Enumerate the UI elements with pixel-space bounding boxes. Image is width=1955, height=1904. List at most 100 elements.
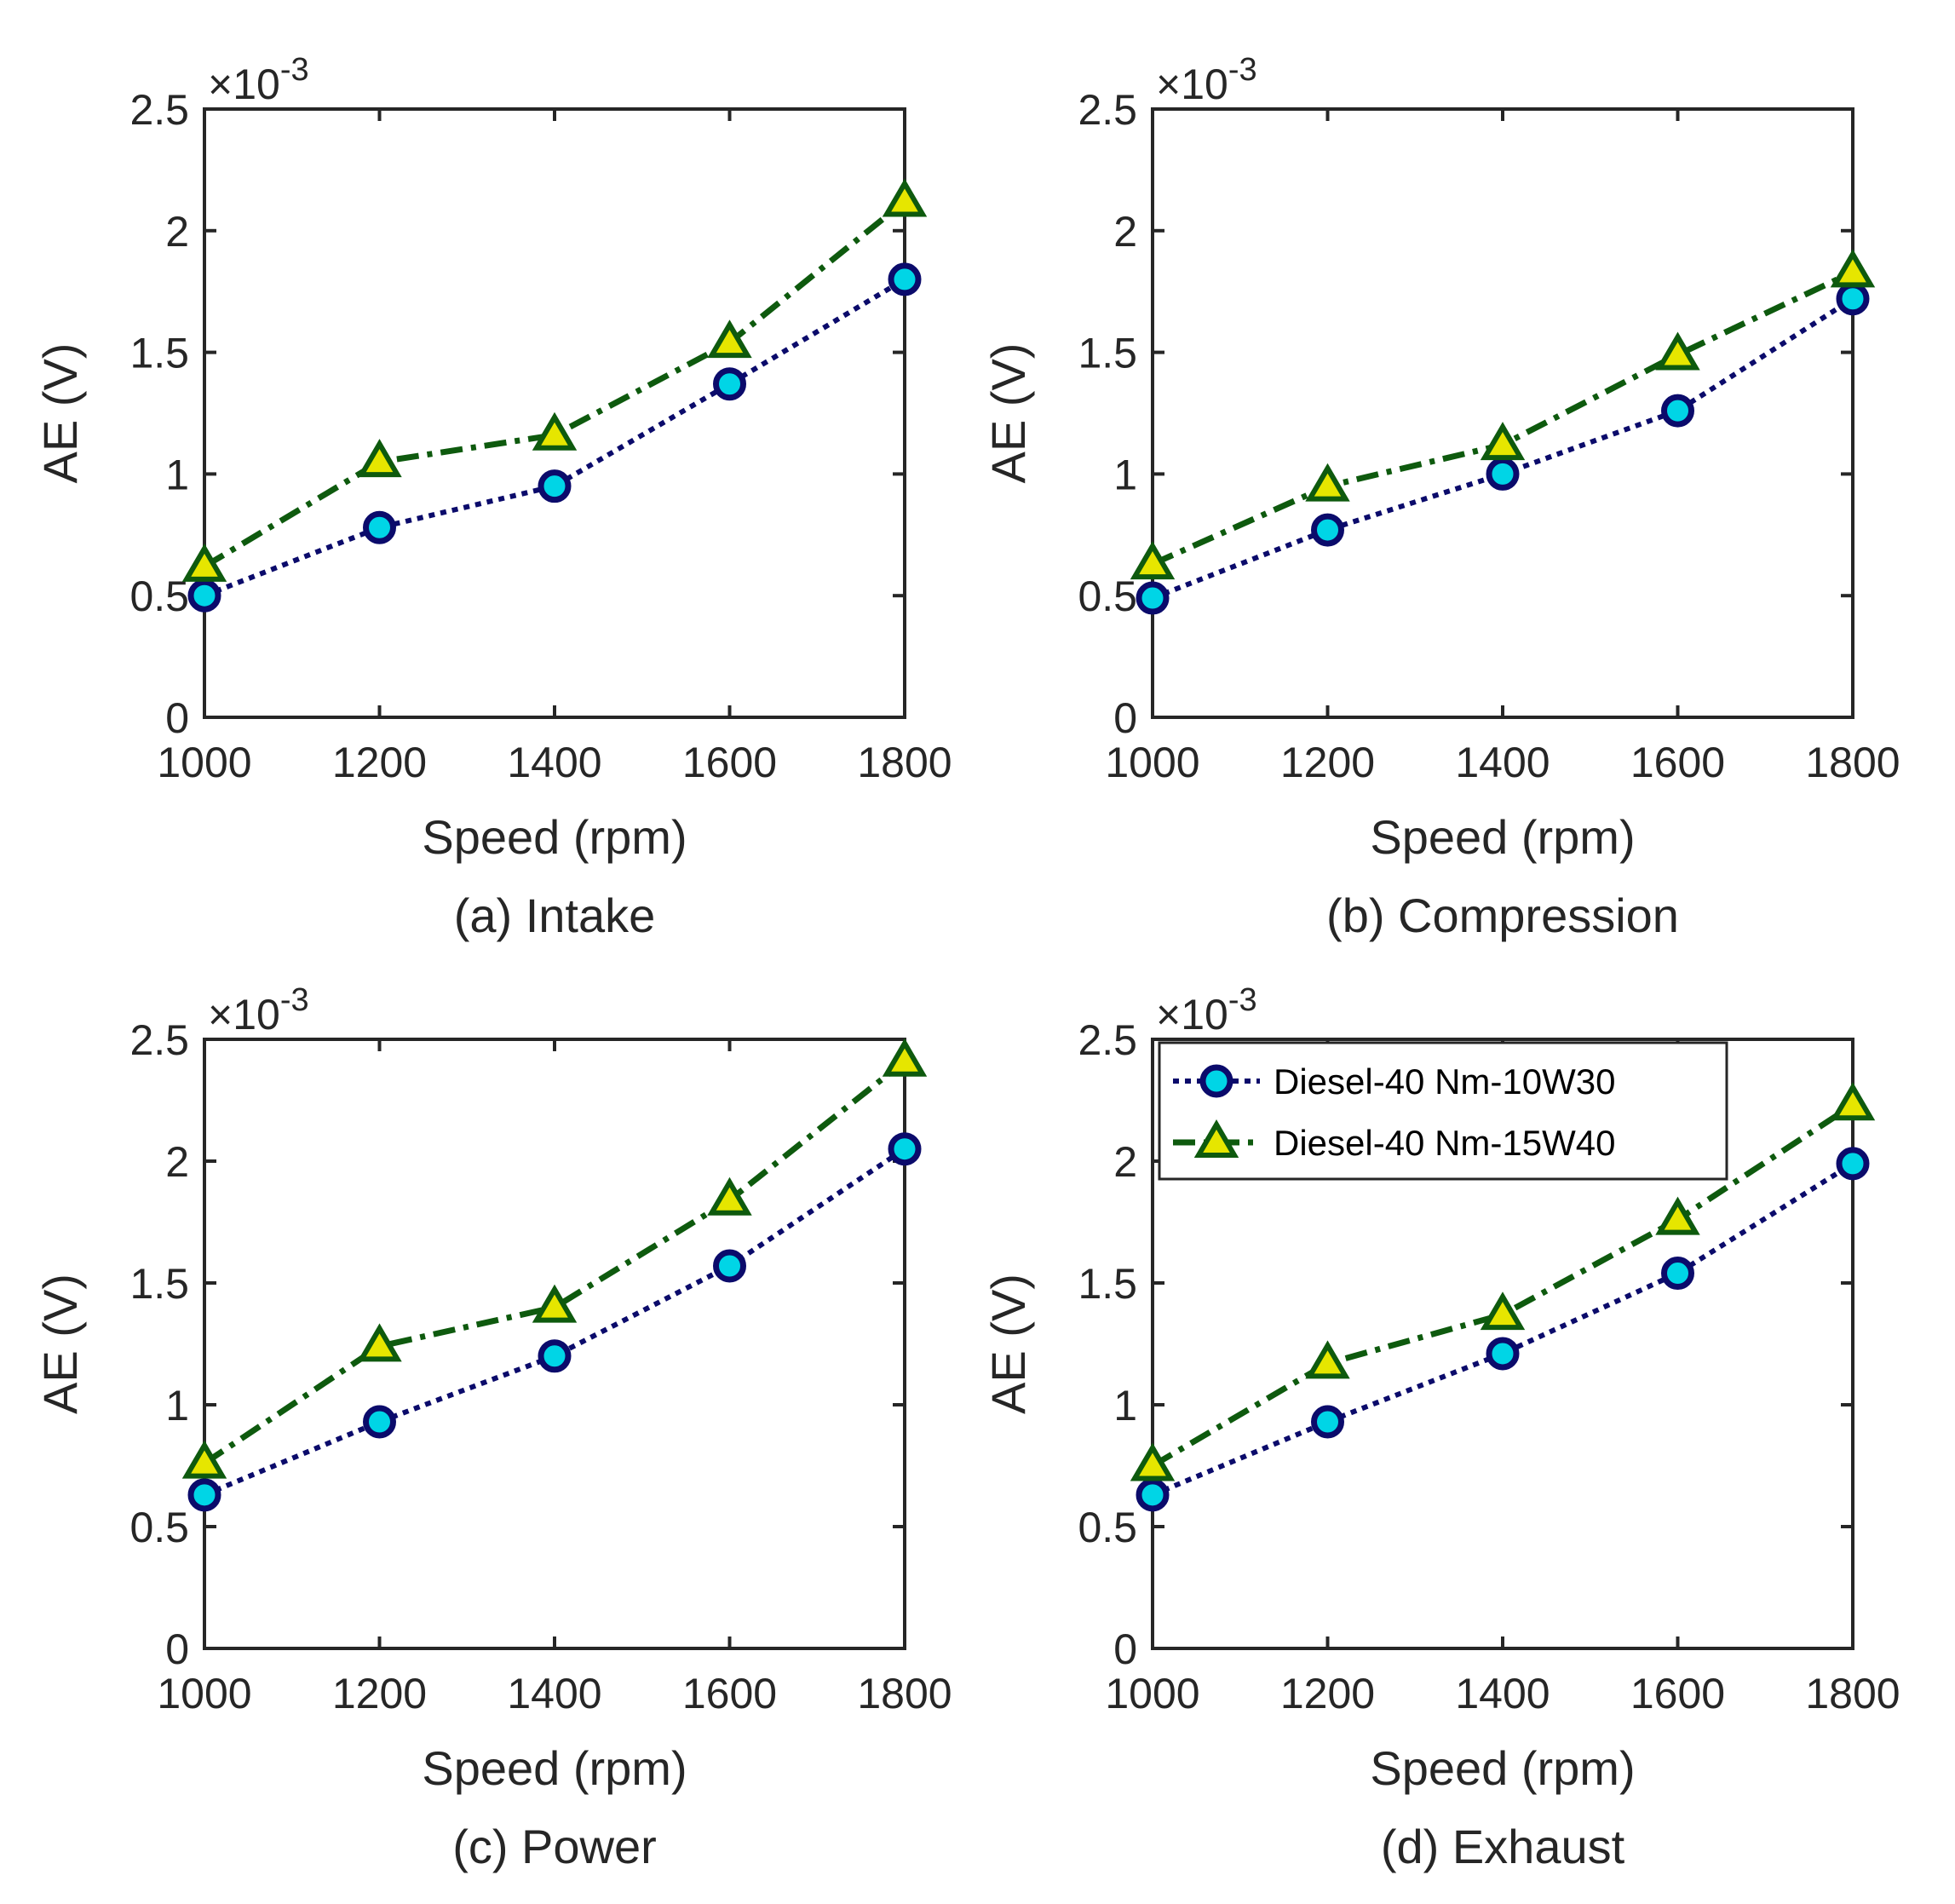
legend: Diesel-40 Nm-10W30 Diesel-40 Nm-15W40 (1158, 1041, 1728, 1181)
series-2-point (181, 543, 227, 582)
series-2-point (357, 1323, 402, 1362)
x-tick-label: 1200 (1280, 739, 1375, 786)
y-tick-label: 0 (1113, 1625, 1137, 1673)
series-2-point (532, 1284, 578, 1323)
y-tick-label: 2.5 (129, 86, 189, 134)
y-tick-label: 0.5 (129, 1504, 189, 1551)
series-1-point (1661, 1257, 1694, 1291)
series-2-point (181, 1440, 227, 1479)
x-tick-label: 1600 (1630, 1670, 1725, 1717)
subplot-3: 1000 1200 1400 1600 1800 0 0.5 1 1.5 2 2.5 ×10-3 Spe… (33, 982, 952, 1873)
y-exponent-label: ×10-3 (208, 52, 309, 108)
series-2-line (1151, 1102, 1854, 1469)
y-exponent-label: ×10-3 (1156, 982, 1257, 1038)
x-tick-label: 1600 (1630, 739, 1725, 786)
y-tick-label: 0.5 (1078, 1504, 1137, 1551)
x-tick-label: 1800 (857, 739, 952, 786)
legend-label-1: Diesel-40 Nm-10W30 (1274, 1061, 1615, 1102)
series-2-point (707, 1176, 752, 1216)
x-axis-label: Speed (rpm) (1370, 810, 1635, 864)
y-exponent-label: ×10-3 (208, 982, 309, 1038)
legend-box (1158, 1041, 1728, 1181)
y-tick-label: 2 (1113, 1138, 1137, 1186)
series-2-point (1480, 1291, 1526, 1331)
x-tick-label: 1400 (1455, 1670, 1550, 1717)
y-tick-label: 2.5 (1078, 86, 1137, 134)
series-1-point (1311, 513, 1344, 547)
y-axis-label: AE (V) (981, 343, 1035, 484)
series-2-point (1305, 463, 1350, 502)
y-tick-label: 1 (1113, 1382, 1137, 1429)
x-tick-label: 1000 (1105, 739, 1199, 786)
x-tick-label: 1000 (157, 739, 251, 786)
x-axis-label: Speed (rpm) (422, 810, 687, 864)
subplot-2: 1000 1200 1400 1600 1800 0 0.5 1 1.5 2 2.5 ×10-3 Spe… (981, 52, 1900, 942)
y-tick-label: 2.5 (1078, 1016, 1137, 1064)
series-1-point (1486, 457, 1520, 491)
y-tick-label: 0 (1113, 694, 1137, 742)
series-2-point (1830, 1082, 1876, 1121)
series-2-point (1655, 1196, 1700, 1235)
y-tick-label: 0 (165, 694, 189, 742)
series-2-point (882, 178, 928, 217)
y-tick-label: 1.5 (129, 1260, 189, 1308)
series-2-point (1130, 541, 1176, 580)
y-tick-label: 1.5 (129, 330, 189, 377)
y-tick-label: 2 (1113, 208, 1137, 256)
series-1-point (187, 578, 221, 613)
series-2-point (1830, 249, 1876, 288)
series-1-point (1136, 1478, 1170, 1512)
series-1-point (1486, 1337, 1520, 1371)
x-axis-label: Speed (rpm) (1370, 1741, 1635, 1795)
x-tick-label: 1600 (682, 739, 777, 786)
subplot-caption: (d) Exhaust (1381, 1820, 1625, 1873)
y-axis-label: AE (V) (981, 1274, 1035, 1414)
series-1-point (888, 262, 922, 296)
y-tick-label: 1 (1113, 451, 1137, 498)
series-1-point (1661, 394, 1694, 428)
subplot-caption: (b) Compression (1326, 889, 1679, 942)
x-tick-label: 1400 (507, 1670, 601, 1717)
series-2-line (1151, 269, 1854, 567)
x-tick-label: 1400 (507, 739, 601, 786)
series-1-point (888, 1132, 922, 1166)
series-2-point (707, 319, 752, 359)
series-2-point (1655, 331, 1700, 371)
y-tick-label: 2 (165, 208, 189, 256)
y-tick-label: 1 (165, 1382, 189, 1429)
x-tick-label: 1200 (332, 739, 427, 786)
series-2-line (203, 1058, 907, 1466)
y-tick-label: 1.5 (1078, 330, 1137, 377)
subplot-caption: (a) Intake (454, 889, 656, 942)
y-axis-label: AE (V) (33, 1274, 87, 1414)
series-1-point (1836, 1147, 1870, 1181)
series-2-point (1480, 422, 1526, 461)
subplot-1: 1000 1200 1400 1600 1800 0 0.5 1 1.5 2 2.5 ×10-3 Spe… (33, 52, 952, 942)
x-tick-label: 1800 (1805, 739, 1900, 786)
x-tick-label: 1000 (1105, 1670, 1199, 1717)
y-exponent-label: ×10-3 (1156, 52, 1257, 108)
x-tick-label: 1600 (682, 1670, 777, 1717)
series-1-point (1311, 1405, 1344, 1439)
y-tick-label: 0 (165, 1625, 189, 1673)
x-tick-label: 1200 (1280, 1670, 1375, 1717)
legend-marker-2 (1193, 1119, 1239, 1158)
series-2-point (1130, 1442, 1176, 1481)
x-tick-label: 1400 (1455, 739, 1550, 786)
series-1-point (1836, 282, 1870, 316)
subplot-4: 1000 1200 1400 1600 1800 0 0.5 1 1.5 2 2.5 ×10-3 Spe… (981, 982, 1900, 1873)
x-tick-label: 1800 (857, 1670, 952, 1717)
series-1-point (713, 1249, 746, 1283)
series-1-point (363, 1405, 396, 1439)
y-tick-label: 0.5 (129, 572, 189, 620)
y-axis-label: AE (V) (33, 343, 87, 484)
y-tick-label: 1 (165, 451, 189, 498)
legend-marker-1 (1199, 1064, 1233, 1098)
series-1-point (363, 510, 396, 544)
subplot-caption: (c) Power (452, 1820, 657, 1873)
series-1-point (1136, 581, 1170, 615)
series-1-point (538, 469, 572, 503)
series-2-line (203, 198, 907, 569)
